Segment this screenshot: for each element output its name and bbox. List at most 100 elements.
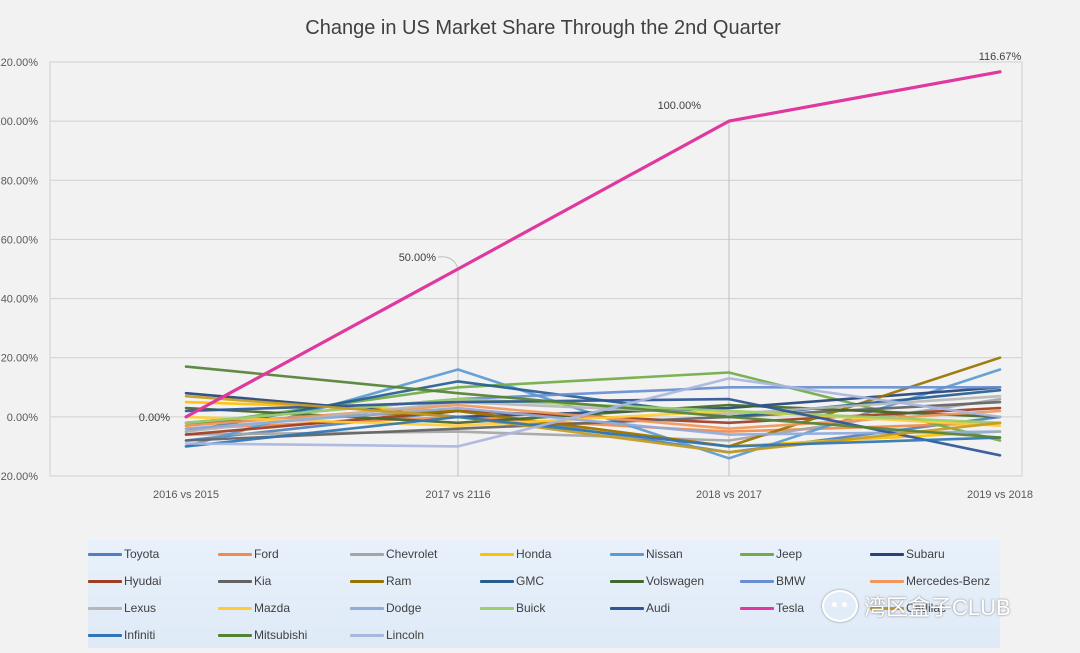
legend-item: Cadilac: [870, 599, 946, 617]
legend-label: Mazda: [254, 601, 291, 615]
legend-swatch: [740, 552, 774, 556]
legend-swatch: [218, 579, 252, 583]
legend-item: Audi: [610, 599, 670, 617]
legend-item: Dodge: [350, 599, 421, 617]
series-line-mercedes-benz: [184, 403, 1002, 431]
legend-item: Jeep: [740, 545, 802, 563]
legend-label: Ford: [254, 547, 279, 561]
legend-swatch: [350, 552, 384, 556]
legend-item: GMC: [480, 572, 544, 590]
series-line-tesla: [184, 70, 1002, 419]
legend-label: Dodge: [386, 601, 422, 615]
legend-item: Honda: [480, 545, 551, 563]
legend-label: Cadilac: [906, 601, 947, 615]
legend-item: Lincoln: [350, 626, 424, 644]
legend-item: Ford: [218, 545, 279, 563]
legend-swatch: [480, 579, 514, 583]
series-line-dodge: [184, 406, 1002, 436]
legend-label: Audi: [646, 601, 671, 615]
legend-item: Hyudai: [88, 572, 161, 590]
y-tick-label: 60.00%: [1, 234, 39, 246]
series-line-mitsubishi: [184, 365, 1002, 439]
data-label: 116.67%: [979, 51, 1022, 63]
legend-label: Infiniti: [124, 628, 156, 642]
y-tick-label: 120.00%: [0, 57, 38, 69]
legend-swatch: [740, 606, 774, 610]
x-tick-label: 2016 vs 2015: [153, 489, 219, 501]
wechat-icon: [822, 590, 858, 622]
chart-title: Change in US Market Share Through the 2n…: [305, 17, 781, 39]
legend-swatch: [88, 579, 122, 583]
series-line-infiniti: [184, 415, 1002, 448]
y-tick-label: 0.00%: [7, 412, 38, 424]
legend-swatch: [350, 606, 384, 610]
y-tick-label: 40.00%: [1, 294, 39, 306]
legend-label: Lexus: [124, 601, 157, 615]
legend-label: Lincoln: [386, 628, 425, 642]
legend-label: Kia: [254, 574, 272, 588]
legend-item: Infiniti: [88, 626, 155, 644]
x-tick-label: 2017 vs 2116: [425, 489, 490, 501]
legend-swatch: [88, 606, 122, 610]
series-line-kia: [184, 400, 1002, 442]
legend-item: Chevrolet: [350, 545, 437, 563]
legend-item: Volswagen: [610, 572, 704, 590]
legend-item: Toyota: [88, 545, 159, 563]
legend-item: Subaru: [870, 545, 945, 563]
legend-item: Lexus: [88, 599, 156, 617]
legend-swatch: [88, 633, 122, 637]
data-label: 50.00%: [399, 252, 437, 264]
legend-swatch: [480, 552, 514, 556]
x-tick-label: 2018 vs 2017: [696, 489, 762, 501]
legend-label: Volswagen: [646, 574, 705, 588]
watermark-text: 湾区盒子CLUB: [864, 595, 1011, 620]
legend-label: Mitsubishi: [254, 628, 308, 642]
legend-swatch: [610, 606, 644, 610]
y-tick-label: 20.00%: [1, 353, 39, 365]
legend-label: BMW: [776, 574, 806, 588]
legend-item: Nissan: [610, 545, 683, 563]
legend-swatch: [480, 606, 514, 610]
legend-swatch: [350, 579, 384, 583]
legend-label: Jeep: [776, 547, 803, 561]
legend-item: Kia: [218, 572, 271, 590]
series-line-lexus: [184, 394, 1002, 433]
legend-label: Hyudai: [124, 574, 162, 588]
legend-label: Tesla: [776, 601, 805, 615]
y-tick-label: -20.00%: [0, 471, 38, 483]
series-line-lincoln: [184, 377, 1002, 448]
data-label: 0.00%: [139, 412, 170, 424]
x-tick-label: 2019 vs 2018: [967, 489, 1033, 501]
legend-swatch: [610, 579, 644, 583]
legend-swatch: [740, 579, 774, 583]
series-line-mazda: [184, 409, 1002, 428]
legend-swatch: [218, 633, 252, 637]
y-tick-label: 80.00%: [1, 175, 39, 187]
legend-item: BMW: [740, 572, 805, 590]
legend-label: Subaru: [906, 547, 945, 561]
legend-item: Ram: [350, 572, 411, 590]
legend-swatch: [870, 606, 904, 610]
legend-item: Mazda: [218, 599, 290, 617]
legend-label: Nissan: [646, 547, 683, 561]
legend-label: Toyota: [124, 547, 160, 561]
data-label-leader: [437, 256, 459, 270]
legend-swatch: [350, 633, 384, 637]
legend-swatch: [218, 552, 252, 556]
data-label: 100.00%: [658, 100, 702, 112]
legend-item: Buick: [480, 599, 545, 617]
y-tick-label: 100.00%: [0, 116, 38, 128]
legend-swatch: [218, 606, 252, 610]
legend-item: Tesla: [740, 599, 804, 617]
watermark: 湾区盒子CLUB: [822, 590, 1052, 622]
legend-swatch: [870, 552, 904, 556]
legend-label: Chevrolet: [386, 547, 438, 561]
legend-item: Mercedes-Benz: [870, 572, 990, 590]
legend-label: Honda: [516, 547, 552, 561]
series-line-cadilac: [184, 394, 1002, 454]
legend: Toyota Ford Chevrolet Honda Nissan Jeep Subaru…: [88, 540, 1000, 648]
legend-label: Mercedes-Benz: [906, 574, 991, 588]
legend-swatch: [870, 579, 904, 583]
legend-label: Ram: [386, 574, 412, 588]
